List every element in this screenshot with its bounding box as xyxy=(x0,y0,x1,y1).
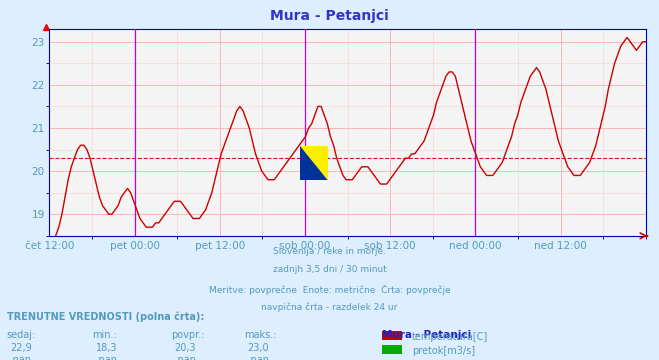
Text: -nan: -nan xyxy=(247,355,269,360)
Text: 23,0: 23,0 xyxy=(247,343,269,353)
Text: sedaj:: sedaj: xyxy=(7,330,36,341)
Text: Mura - Petanjci: Mura - Petanjci xyxy=(270,9,389,23)
Text: maks.:: maks.: xyxy=(244,330,276,341)
Text: TRENUTNE VREDNOSTI (polna črta):: TRENUTNE VREDNOSTI (polna črta): xyxy=(7,311,204,322)
Text: 22,9: 22,9 xyxy=(10,343,32,353)
Text: povpr.:: povpr.: xyxy=(171,330,205,341)
Text: pretok[m3/s]: pretok[m3/s] xyxy=(412,346,475,356)
Text: Meritve: povprečne  Enote: metrične  Črta: povprečje: Meritve: povprečne Enote: metrične Črta:… xyxy=(209,284,450,294)
Polygon shape xyxy=(300,146,328,180)
Text: -nan: -nan xyxy=(175,355,196,360)
Text: min.:: min.: xyxy=(92,330,117,341)
Text: zadnjh 3,5 dni / 30 minut: zadnjh 3,5 dni / 30 minut xyxy=(273,265,386,274)
Text: 18,3: 18,3 xyxy=(96,343,117,353)
Text: Slovenija / reke in morje.: Slovenija / reke in morje. xyxy=(273,247,386,256)
Text: -nan: -nan xyxy=(96,355,117,360)
Text: temperatura[C]: temperatura[C] xyxy=(412,332,488,342)
Text: navpična črta - razdelek 24 ur: navpična črta - razdelek 24 ur xyxy=(262,303,397,312)
Text: -nan: -nan xyxy=(10,355,32,360)
Text: Mura - Petanjci: Mura - Petanjci xyxy=(382,330,471,341)
Text: 20,3: 20,3 xyxy=(175,343,196,353)
